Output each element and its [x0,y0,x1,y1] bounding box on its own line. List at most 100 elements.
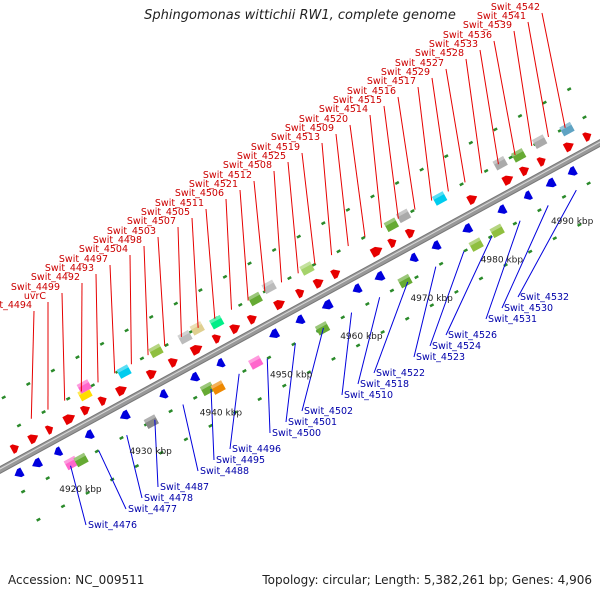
gene-shape [189,344,203,356]
leader-line-forward [493,40,516,156]
feature-box [247,291,263,307]
forward-gene-arrow [295,288,305,299]
feature-gloss [63,455,76,465]
forward-gene-arrow [312,278,324,289]
reverse-gene-arrow [295,314,306,324]
leader-line-reverse [517,189,577,298]
gene-shape [312,278,324,289]
forward-gene-arrow [44,425,54,435]
tick-mark [438,261,444,266]
feature-box [383,217,400,233]
leader-line-forward [191,217,199,328]
tick-mark [45,476,51,481]
gene-label-forward: Swit_4528 [415,48,464,59]
tick-mark [537,208,542,213]
gene-label-forward: Swit_4541 [477,11,526,22]
tick-mark [192,395,198,400]
feature-rect [189,321,205,336]
gene-shape [523,190,533,200]
gene-label-reverse: Swit_4518 [360,379,409,390]
leader-line-reverse [266,358,271,434]
feature-box [248,355,264,370]
forward-gene-arrow [330,269,341,280]
leader-line-reverse [98,450,127,510]
feature-box [73,452,89,468]
tick-mark [512,221,518,226]
gene-label-reverse: Swit_4477 [128,504,177,515]
feature-rect [209,315,225,330]
feature-gloss [489,223,502,233]
feature-gloss [432,191,445,200]
gene-label-forward: Swit_4515 [333,95,382,106]
gene-label-forward: Swit_4536 [443,30,492,41]
feature-rect [148,343,164,359]
leader-line-forward [30,310,35,419]
accession-text: Accession: NC_009511 [8,573,145,587]
gene-shape [404,228,415,239]
gene-label-forward: uvrC [24,291,47,302]
tick-mark [414,275,419,280]
feature-gloss [248,355,261,364]
gene-label-forward: Swit_4519 [251,142,300,153]
gene-shape [167,358,178,368]
tick-mark [124,328,129,333]
reverse-gene-arrow [269,328,281,339]
gene-label-forward: Swit_4527 [395,58,444,69]
gene-label-forward: Swit_4512 [203,170,252,181]
forward-gene-arrow [466,195,478,206]
tick-mark [331,356,336,361]
forward-gene-arrow [115,386,127,397]
feature-rect [468,237,484,252]
scale-label: 4940 kbp [200,409,243,419]
tick-mark [360,235,366,240]
feature-rect [314,321,331,336]
leader-line-reverse [154,419,159,488]
gene-shape [582,132,592,142]
gene-shape [79,405,90,416]
tick-mark [65,396,71,401]
gene-shape [159,389,169,399]
tick-mark [582,115,587,120]
gene-shape [431,240,442,250]
gene-label-reverse: Swit_4488 [200,466,249,477]
tick-mark [257,397,263,402]
tick-mark [364,301,370,307]
tick-mark [237,302,243,307]
tick-mark [20,489,26,494]
feature-rect [559,121,575,137]
feature-rect [199,381,216,397]
tick-mark [394,180,400,186]
gene-label-forward: Swit_4499 [11,282,60,293]
leader-line-reverse [229,373,240,450]
scale-label: 4960 kbp [340,332,383,342]
gene-shape [387,238,397,249]
genome-summary-text: Topology: circular; Length: 5,382,261 bp… [262,573,592,587]
feature-box [143,414,159,429]
feature-rect [511,148,527,163]
gene-label-forward: Swit_4516 [347,86,396,97]
gene-shape [466,195,478,206]
tick-mark [542,100,547,105]
feature-box [395,208,412,224]
forward-gene-arrow [145,369,157,380]
feature-rect [177,330,193,345]
tick-mark [443,154,449,159]
leader-line-forward [349,124,366,237]
gene-label-reverse: Swit_4510 [344,390,393,401]
reverse-gene-arrow [374,270,386,281]
reverse-gene-arrow [84,429,95,439]
leader-line-reverse [210,389,215,461]
tick-mark [164,343,169,348]
gene-shape [501,175,514,186]
gene-label-forward: Swit_4492 [31,272,80,283]
gene-label-forward: Swit_4517 [367,76,416,87]
forward-gene-arrow [229,324,241,335]
forward-gene-arrow [246,315,257,325]
gene-shape [567,166,578,176]
feature-box [489,223,505,239]
feature-rect [395,208,412,224]
reverse-gene-arrow [523,190,533,200]
tick-mark [508,155,514,160]
gene-label-forward: Swit_4505 [141,207,190,218]
feature-gloss [397,273,410,283]
